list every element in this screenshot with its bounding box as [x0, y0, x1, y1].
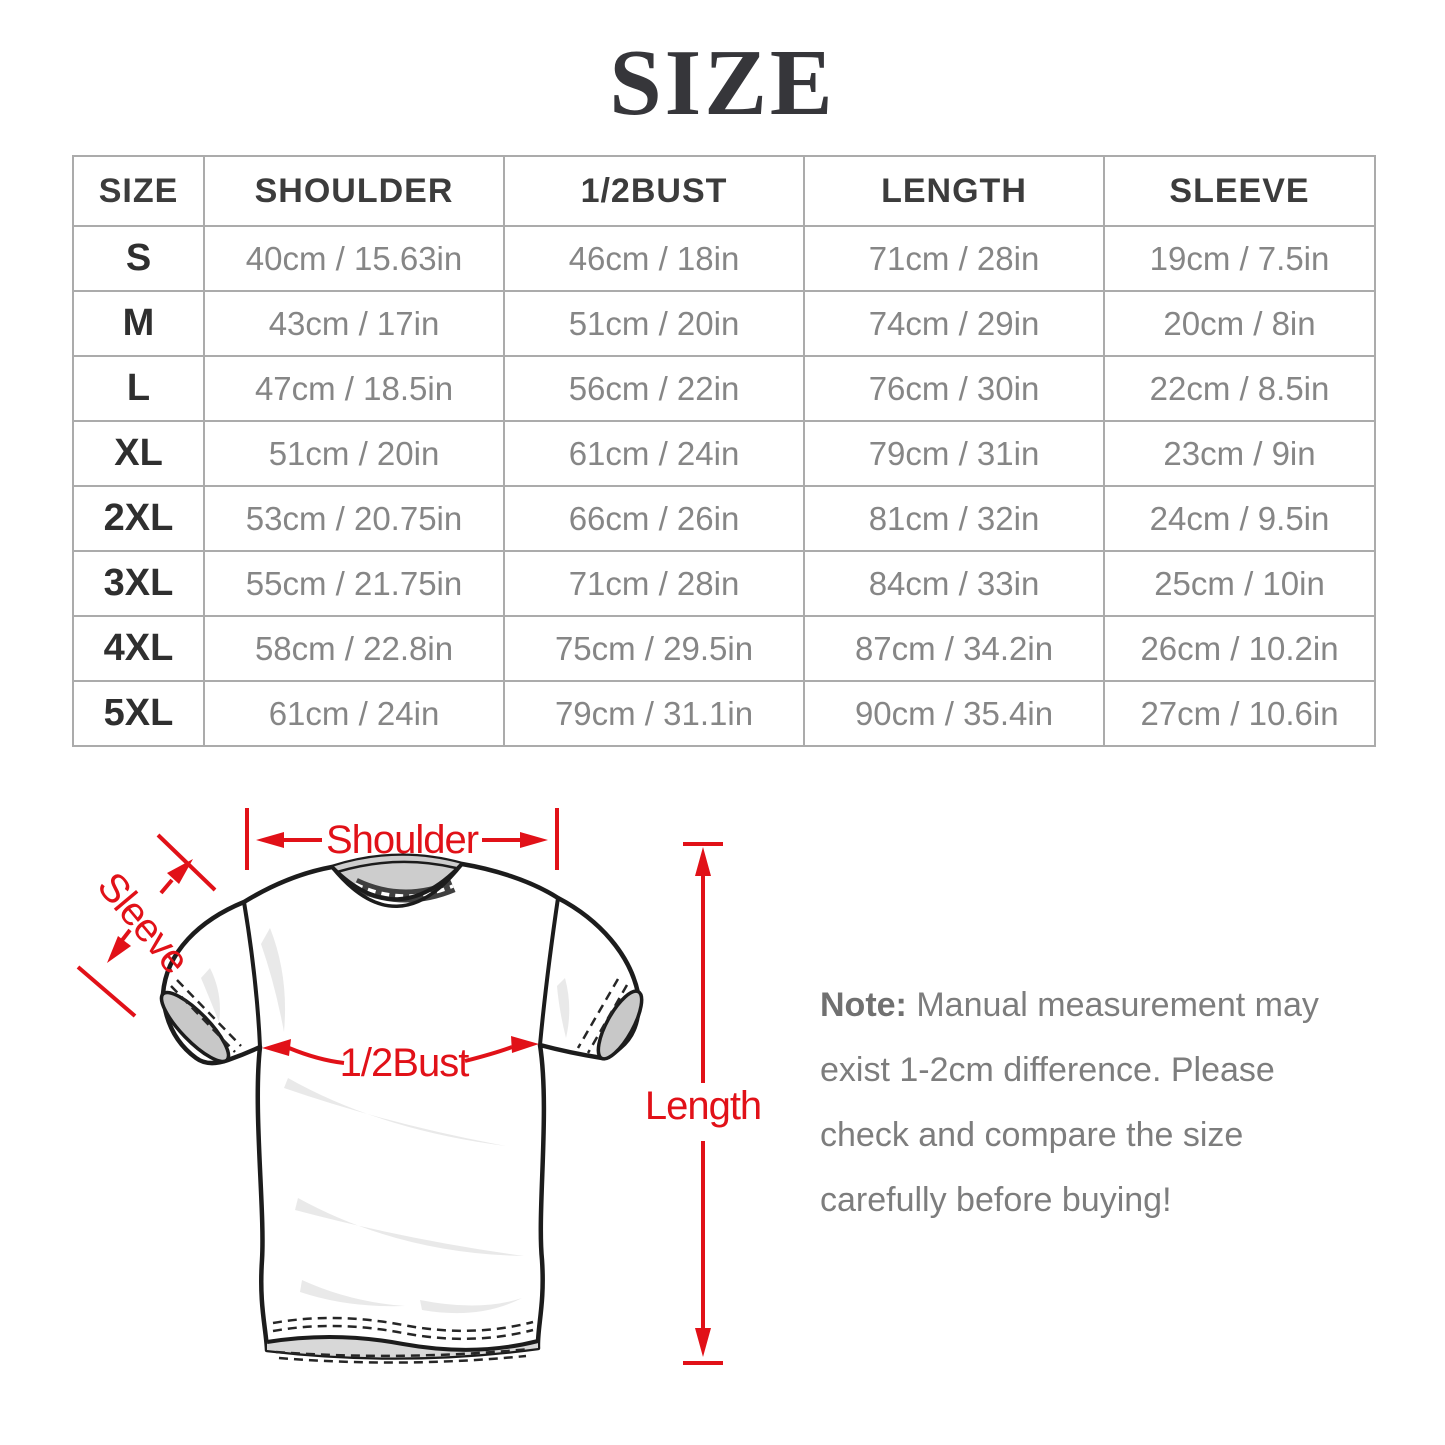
measurement-cell: 20cm / 8in: [1103, 290, 1376, 357]
measurement-cell: 26cm / 10.2in: [1103, 615, 1376, 682]
table-row: XL 51cm / 20in 61cm / 24in 79cm / 31in 23cm …: [72, 420, 1376, 487]
measurement-cell: 25cm / 10in: [1103, 550, 1376, 617]
size-cell: 4XL: [72, 615, 205, 682]
measurement-cell: 90cm / 35.4in: [803, 680, 1105, 747]
measurement-cell: 79cm / 31.1in: [503, 680, 805, 747]
tshirt-size-diagram: Shoulder Sleeve 1/2Bust Length: [76, 808, 762, 1365]
page-title: SIZE: [609, 31, 836, 135]
table-row: L 47cm / 18.5in 56cm / 22in 76cm / 30in 22cm…: [72, 355, 1376, 422]
measurement-cell: 76cm / 30in: [803, 355, 1105, 422]
tshirt-wrinkles: [201, 928, 570, 1314]
size-cell: L: [72, 355, 205, 422]
collar: [330, 855, 464, 908]
measurement-cell: 71cm / 28in: [803, 225, 1105, 292]
measurement-cell: 84cm / 33in: [803, 550, 1105, 617]
sleeve-label: Sleeve: [89, 864, 197, 981]
tshirt-illustration: [159, 853, 644, 1364]
measurement-cell: 27cm / 10.6in: [1103, 680, 1376, 747]
left-sleeve-seam: [242, 901, 262, 1048]
measurement-cell: 19cm / 7.5in: [1103, 225, 1376, 292]
table-row: 5XL 61cm / 24in 79cm / 31.1in 90cm / 35.4in…: [72, 680, 1376, 747]
measurement-cell: 51cm / 20in: [203, 420, 505, 487]
column-header: SLEEVE: [1103, 155, 1376, 227]
table-header-row: SIZE SHOULDER 1/2BUST LENGTH SLEEVE: [72, 155, 1376, 227]
shoulder-measure-arrow: Shoulder: [245, 808, 559, 870]
tshirt-outline: [160, 853, 641, 1360]
half-bust-label: 1/2Bust: [340, 1041, 470, 1085]
note-label: Note:: [820, 986, 907, 1024]
column-header: LENGTH: [803, 155, 1105, 227]
measurement-cell: 61cm / 24in: [203, 680, 505, 747]
measurement-cell: 74cm / 29in: [803, 290, 1105, 357]
measurement-cell: 87cm / 34.2in: [803, 615, 1105, 682]
half-bust-measure-arrow: 1/2Bust: [262, 1036, 539, 1085]
left-cuff-stitching: [176, 979, 242, 1047]
measurement-cell: 81cm / 32in: [803, 485, 1105, 552]
size-cell: M: [72, 290, 205, 357]
note-line: carefully before buying!: [820, 1181, 1172, 1219]
note-line: exist 1-2cm difference. Please: [820, 1051, 1275, 1089]
table-row: S 40cm / 15.63in 46cm / 18in 71cm / 28in 19c…: [72, 225, 1376, 292]
shoulder-label: Shoulder: [326, 818, 479, 862]
column-header: 1/2BUST: [503, 155, 805, 227]
table-row: 4XL 58cm / 22.8in 75cm / 29.5in 87cm / 34.2…: [72, 615, 1376, 682]
measurement-cell: 43cm / 17in: [203, 290, 505, 357]
table-row: M 43cm / 17in 51cm / 20in 74cm / 29in 20cm /…: [72, 290, 1376, 357]
note-text: Note: Manual measurement may exist 1-2cm…: [820, 973, 1365, 1233]
right-sleeve-seam: [538, 897, 560, 1046]
size-cell: 5XL: [72, 680, 205, 747]
measurement-cell: 58cm / 22.8in: [203, 615, 505, 682]
size-cell: S: [72, 225, 205, 292]
measurement-cell: 66cm / 26in: [503, 485, 805, 552]
size-cell: 3XL: [72, 550, 205, 617]
measurement-cell: 61cm / 24in: [503, 420, 805, 487]
measurement-cell: 71cm / 28in: [503, 550, 805, 617]
measurement-cell: 47cm / 18.5in: [203, 355, 505, 422]
measurement-cell: 53cm / 20.75in: [203, 485, 505, 552]
size-table: SIZE SHOULDER 1/2BUST LENGTH SLEEVE S 40cm / …: [72, 155, 1376, 747]
measurement-cell: 75cm / 29.5in: [503, 615, 805, 682]
measurement-cell: 46cm / 18in: [503, 225, 805, 292]
note-line-text: Manual measurement may: [916, 986, 1319, 1024]
note-line: check and compare the size: [820, 1116, 1244, 1154]
measurement-cell: 56cm / 22in: [503, 355, 805, 422]
measurement-cell: 51cm / 20in: [503, 290, 805, 357]
length-measure-arrow: Length: [645, 842, 762, 1365]
size-cell: XL: [72, 420, 205, 487]
measurement-cell: 22cm / 8.5in: [1103, 355, 1376, 422]
measurement-cell: 23cm / 9in: [1103, 420, 1376, 487]
length-label: Length: [645, 1084, 761, 1128]
measurement-cell: 79cm / 31in: [803, 420, 1105, 487]
left-cuff-stitching: [170, 985, 236, 1053]
table-row: 3XL 55cm / 21.75in 71cm / 28in 84cm / 33in 2…: [72, 550, 1376, 617]
left-cuff: [159, 990, 231, 1064]
column-header: SIZE: [72, 155, 205, 227]
note-line: Note: Manual measurement may: [820, 973, 1365, 1038]
column-header: SHOULDER: [203, 155, 505, 227]
size-cell: 2XL: [72, 485, 205, 552]
measurement-cell: 24cm / 9.5in: [1103, 485, 1376, 552]
hem: [266, 1316, 539, 1364]
measurement-cell: 40cm / 15.63in: [203, 225, 505, 292]
table-row: 2XL 53cm / 20.75in 66cm / 26in 81cm / 32in 2…: [72, 485, 1376, 552]
right-cuff-stitching: [586, 984, 629, 1054]
measurement-cell: 55cm / 21.75in: [203, 550, 505, 617]
right-cuff-stitching: [576, 978, 620, 1049]
